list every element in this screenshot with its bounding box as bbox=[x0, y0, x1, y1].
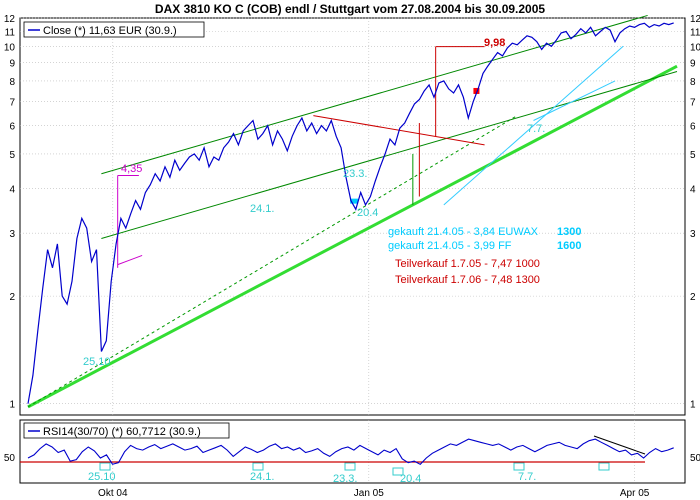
annotation-25-10: 25.10 bbox=[83, 356, 111, 368]
rsi-box-1 bbox=[252, 462, 264, 471]
ytick-left-9: 9 bbox=[9, 59, 15, 70]
rsi-legend-box bbox=[23, 422, 230, 439]
rsi-annotation-24-1: 24.1. bbox=[250, 471, 274, 483]
ytick-left-3: 3 bbox=[9, 229, 15, 240]
channel-lower-line bbox=[101, 71, 678, 239]
annotation-lines bbox=[350, 87, 480, 204]
ytick-right-10: 10 bbox=[690, 42, 700, 53]
buy-note-ff: gekauft 21.4.05 - 3,99 FF bbox=[388, 240, 512, 252]
ytick-right-6: 6 bbox=[690, 122, 696, 133]
ytick-left-11: 11 bbox=[5, 28, 16, 39]
main-panel bbox=[19, 17, 686, 416]
rsi-ytick-left: 50 bbox=[4, 453, 16, 464]
sell-marker bbox=[473, 87, 480, 94]
annotation-9-98: 9,98 bbox=[484, 37, 505, 49]
ytick-right-5: 5 bbox=[690, 150, 696, 161]
rsi-annotation-25-10: 25.10 bbox=[88, 471, 116, 483]
annotation-24-1: 24.1. bbox=[250, 203, 274, 215]
rsi-line bbox=[27, 438, 674, 465]
rsi-annotation-20-4: 20.4 bbox=[400, 473, 421, 485]
rsi-annotation-7-7: 7.7. bbox=[518, 471, 536, 483]
ytick-left-4: 4 bbox=[9, 185, 15, 196]
trendlines bbox=[27, 14, 678, 409]
price-line bbox=[27, 22, 674, 404]
rsi-annotation-23-3: 23.3. bbox=[333, 473, 357, 485]
ytick-left-7: 7 bbox=[9, 98, 15, 109]
support-trendline-dashed bbox=[27, 115, 518, 408]
rsi-box-2 bbox=[344, 462, 356, 471]
ytick-left-5: 5 bbox=[9, 150, 15, 161]
buy-note-euwax-qty: 1300 bbox=[557, 226, 581, 238]
buy-marker bbox=[350, 198, 359, 204]
ytick-left-8: 8 bbox=[9, 77, 15, 88]
annotation-23-3: 23.3. bbox=[343, 168, 367, 180]
buy-note-ff-qty: 1600 bbox=[557, 240, 581, 252]
magenta-line-low bbox=[117, 254, 143, 266]
annotation-4-35: 4,35 bbox=[121, 163, 142, 175]
ytick-right-11: 11 bbox=[690, 28, 700, 39]
rsi-box-3 bbox=[392, 467, 404, 476]
rsi-box-0 bbox=[99, 462, 111, 471]
ytick-right-7: 7 bbox=[690, 98, 696, 109]
main-legend-label: Close (*) 11,63 EUR (30.9.) bbox=[43, 25, 177, 37]
ytick-right-4: 4 bbox=[690, 185, 696, 196]
channel-upper-line bbox=[101, 14, 648, 175]
chart-title: DAX 3810 KO C (COB) endl / Stuttgart vom… bbox=[155, 2, 545, 16]
rsi-trendline bbox=[593, 435, 646, 455]
ytick-right-2: 2 bbox=[690, 292, 696, 303]
rsi-grid bbox=[99, 420, 635, 483]
ytick-right-12: 12 bbox=[690, 14, 700, 25]
rsi-box-4 bbox=[513, 462, 525, 471]
rsi-ytick-right: 50 bbox=[690, 453, 700, 464]
ytick-left-12: 12 bbox=[4, 14, 16, 25]
rsi-box-5 bbox=[598, 462, 610, 471]
sell-note-1: Teilverkauf 1.7.05 - 7,47 1000 bbox=[395, 258, 540, 270]
ytick-right-1: 1 bbox=[690, 400, 696, 411]
xtick-1: Jan 05 bbox=[354, 488, 384, 499]
support-trendline-bold bbox=[27, 64, 678, 409]
ytick-right-3: 3 bbox=[690, 229, 696, 240]
ytick-left-2: 2 bbox=[9, 292, 15, 303]
xtick-0: Okt 04 bbox=[98, 488, 128, 499]
main-legend-box bbox=[23, 21, 205, 38]
rsi-legend-label: RSI14(30/70) (*) 60,7712 (30.9.) bbox=[43, 426, 201, 438]
ytick-left-6: 6 bbox=[9, 122, 15, 133]
annotation-7-7: 7.7. bbox=[527, 123, 545, 135]
sell-note-2: Teilverkauf 1.7.06 - 7,48 1300 bbox=[395, 274, 540, 286]
ytick-left-1: 1 bbox=[9, 400, 15, 411]
ytick-right-8: 8 bbox=[690, 77, 696, 88]
cyan-trendline-long bbox=[443, 45, 624, 206]
buy-note-euwax: gekauft 21.4.05 - 3,84 EUWAX bbox=[388, 226, 539, 238]
ytick-left-10: 10 bbox=[4, 42, 16, 53]
xtick-2: Apr 05 bbox=[620, 488, 650, 499]
annotation-20-4: 20.4 bbox=[357, 207, 378, 219]
ytick-right-9: 9 bbox=[690, 59, 696, 70]
